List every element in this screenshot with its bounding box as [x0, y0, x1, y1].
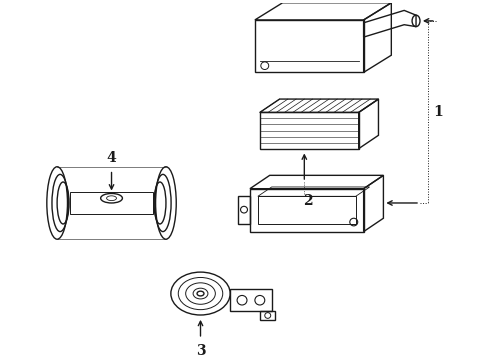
Text: 4: 4 [107, 151, 117, 165]
Text: 2: 2 [303, 194, 313, 208]
Text: 3: 3 [196, 344, 205, 358]
Text: 1: 1 [433, 105, 442, 119]
